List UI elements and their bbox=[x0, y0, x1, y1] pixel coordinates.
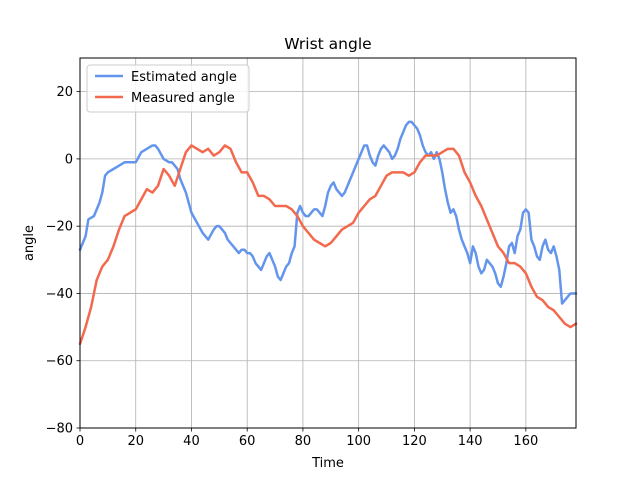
x-tick-label: 160 bbox=[513, 434, 538, 449]
x-tick-label: 140 bbox=[458, 434, 483, 449]
x-tick-label: 100 bbox=[346, 434, 371, 449]
x-tick-label: 40 bbox=[183, 434, 200, 449]
y-axis-ticks: −80 −60 −40 −20 0 20 bbox=[46, 85, 80, 437]
y-tick-label: −40 bbox=[46, 287, 73, 302]
series-line-measured-angle bbox=[78, 144, 578, 346]
y-tick-label: 0 bbox=[65, 152, 73, 167]
y-tick-label: −80 bbox=[46, 422, 73, 437]
legend: Estimated angle Measured angle bbox=[86, 64, 250, 113]
x-tick-label: 20 bbox=[127, 434, 144, 449]
x-tick-label: 60 bbox=[239, 434, 256, 449]
legend-label-measured: Measured angle bbox=[131, 91, 235, 106]
x-axis-label: Time bbox=[311, 456, 344, 471]
y-axis-label: angle bbox=[22, 225, 37, 261]
y-tick-label: −20 bbox=[46, 220, 73, 235]
y-tick-label: −60 bbox=[46, 354, 73, 369]
series-layer bbox=[78, 120, 578, 346]
y-tick-label: 20 bbox=[56, 85, 73, 100]
x-tick-label: 0 bbox=[76, 434, 84, 449]
x-axis-ticks: 0 20 40 60 80 100 120 140 160 bbox=[76, 428, 538, 449]
legend-label-estimated: Estimated angle bbox=[131, 70, 237, 85]
x-tick-label: 80 bbox=[295, 434, 312, 449]
legend-box bbox=[86, 64, 250, 113]
series-line-estimated-angle bbox=[78, 120, 578, 305]
chart-title: Wrist angle bbox=[284, 35, 371, 53]
x-tick-label: 120 bbox=[402, 434, 427, 449]
plot-frame bbox=[79, 57, 577, 429]
